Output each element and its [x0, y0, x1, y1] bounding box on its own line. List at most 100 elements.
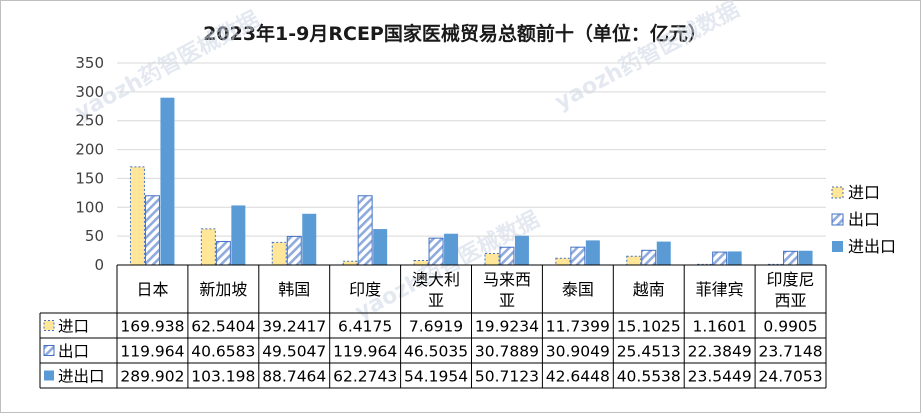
- table-value: 39.2417: [262, 318, 326, 336]
- y-tick-label: 0: [94, 256, 104, 274]
- category-label: 韩国: [278, 280, 310, 299]
- table-value: 54.1954: [404, 368, 468, 386]
- table-value: 169.938: [120, 318, 184, 336]
- category-label-line: 澳大利: [412, 270, 460, 289]
- table-series-name: 进出口: [58, 368, 105, 386]
- legend-key-出口: [831, 213, 844, 226]
- table-value: 24.7053: [758, 368, 822, 386]
- bar-出口: [570, 246, 586, 266]
- table-value: 49.5047: [262, 343, 326, 361]
- bar-进口: [200, 228, 216, 266]
- y-tick-label: 200: [75, 141, 104, 159]
- watermark-text: yaozh药智医械数据: [551, 0, 744, 115]
- bar-进口: [342, 260, 358, 266]
- y-tick-label: 250: [75, 112, 104, 130]
- table-value: 62.5404: [191, 318, 255, 336]
- category-label-line: 印度尼: [767, 270, 815, 289]
- bar-进口: [129, 166, 145, 266]
- table-value: 50.7123: [475, 368, 539, 386]
- table-key-出口: [43, 345, 55, 356]
- bar-进口: [555, 257, 571, 266]
- table-value: 119.964: [120, 343, 184, 361]
- table-value: 7.6919: [409, 318, 463, 336]
- bars: [129, 97, 813, 266]
- y-axis-ticks: 0 50 100 150 200 250 300 350: [75, 54, 104, 274]
- category-label: 日本: [136, 280, 168, 299]
- bar-进口: [413, 260, 429, 266]
- bar-出口: [144, 195, 160, 266]
- table-value: 30.9049: [546, 343, 610, 361]
- table-value: 103.198: [191, 368, 255, 386]
- table-value: 289.902: [120, 368, 184, 386]
- bar-进口: [626, 255, 642, 266]
- category-label-line: 亚: [499, 291, 515, 310]
- category-label: 越南: [633, 280, 665, 299]
- table-value: 6.4175: [338, 318, 392, 336]
- bar-进口: [271, 241, 287, 266]
- y-tick-label: 50: [85, 227, 104, 245]
- table-value: 15.1025: [617, 318, 681, 336]
- y-tick-label: 100: [75, 198, 104, 216]
- table-value: 42.6448: [546, 368, 610, 386]
- category-label: 菲律宾: [696, 280, 744, 299]
- table-key-进口: [43, 320, 55, 331]
- table-value: 88.7464: [262, 368, 326, 386]
- table-value: 62.2743: [333, 368, 397, 386]
- bar-出口: [286, 235, 302, 266]
- bar-出口: [783, 250, 799, 266]
- category-label: 泰国: [562, 280, 594, 299]
- category-label-line: 西亚: [775, 291, 807, 310]
- bar-进出口: [444, 233, 459, 265]
- table-value: 0.9905: [763, 318, 817, 336]
- table-value: 40.6583: [191, 343, 255, 361]
- y-tick-label: 300: [75, 83, 104, 101]
- table-series-name: 进口: [58, 318, 89, 336]
- legend-label: 进出口: [848, 237, 896, 256]
- bar-出口: [499, 246, 515, 266]
- bar-出口: [641, 249, 657, 266]
- y-tick-label: 350: [75, 54, 104, 72]
- grid-lines: [116, 62, 827, 388]
- bar-进出口: [302, 213, 317, 265]
- legend-label: 出口: [848, 210, 880, 229]
- bar-出口: [712, 251, 728, 266]
- bar-进出口: [727, 251, 742, 265]
- bar-进出口: [514, 235, 529, 265]
- bar-进出口: [160, 97, 175, 265]
- legend-label: 进口: [848, 183, 880, 202]
- table-value: 119.964: [333, 343, 397, 361]
- bar-进出口: [585, 240, 600, 265]
- bar-进出口: [231, 205, 246, 265]
- bar-出口: [357, 195, 373, 266]
- legend-key-进出口: [832, 241, 843, 252]
- category-label: 新加坡: [199, 280, 247, 299]
- category-label-line: 马来西: [483, 270, 531, 289]
- bar-出口: [215, 241, 231, 266]
- bar-进出口: [798, 250, 813, 265]
- category-label: 马来西亚: [483, 270, 531, 310]
- table-key-进出口: [44, 370, 54, 381]
- table-value: 30.7889: [475, 343, 539, 361]
- bar-出口: [428, 237, 444, 266]
- bar-进出口: [373, 229, 388, 265]
- category-label: 印度尼西亚: [767, 270, 815, 310]
- table-value: 25.4513: [617, 343, 681, 361]
- table-value: 11.7399: [546, 318, 610, 336]
- table-value: 19.9234: [475, 318, 539, 336]
- table-value: 1.1601: [693, 318, 747, 336]
- category-label-line: 亚: [428, 291, 444, 310]
- table-value: 40.5538: [617, 368, 681, 386]
- category-label: 澳大利亚: [412, 270, 460, 310]
- bar-进口: [484, 253, 500, 266]
- bar-进出口: [656, 241, 671, 265]
- table-series-name: 出口: [58, 343, 89, 361]
- table-value: 22.3849: [688, 343, 752, 361]
- table-value: 23.7148: [758, 343, 822, 361]
- table-value: 23.5449: [688, 368, 752, 386]
- legend-key-进口: [831, 186, 844, 199]
- table-value: 46.5035: [404, 343, 468, 361]
- category-label: 印度: [349, 280, 381, 299]
- chart-title: 2023年1-9月RCEP国家医械贸易总额前十（单位：亿元）: [203, 22, 707, 45]
